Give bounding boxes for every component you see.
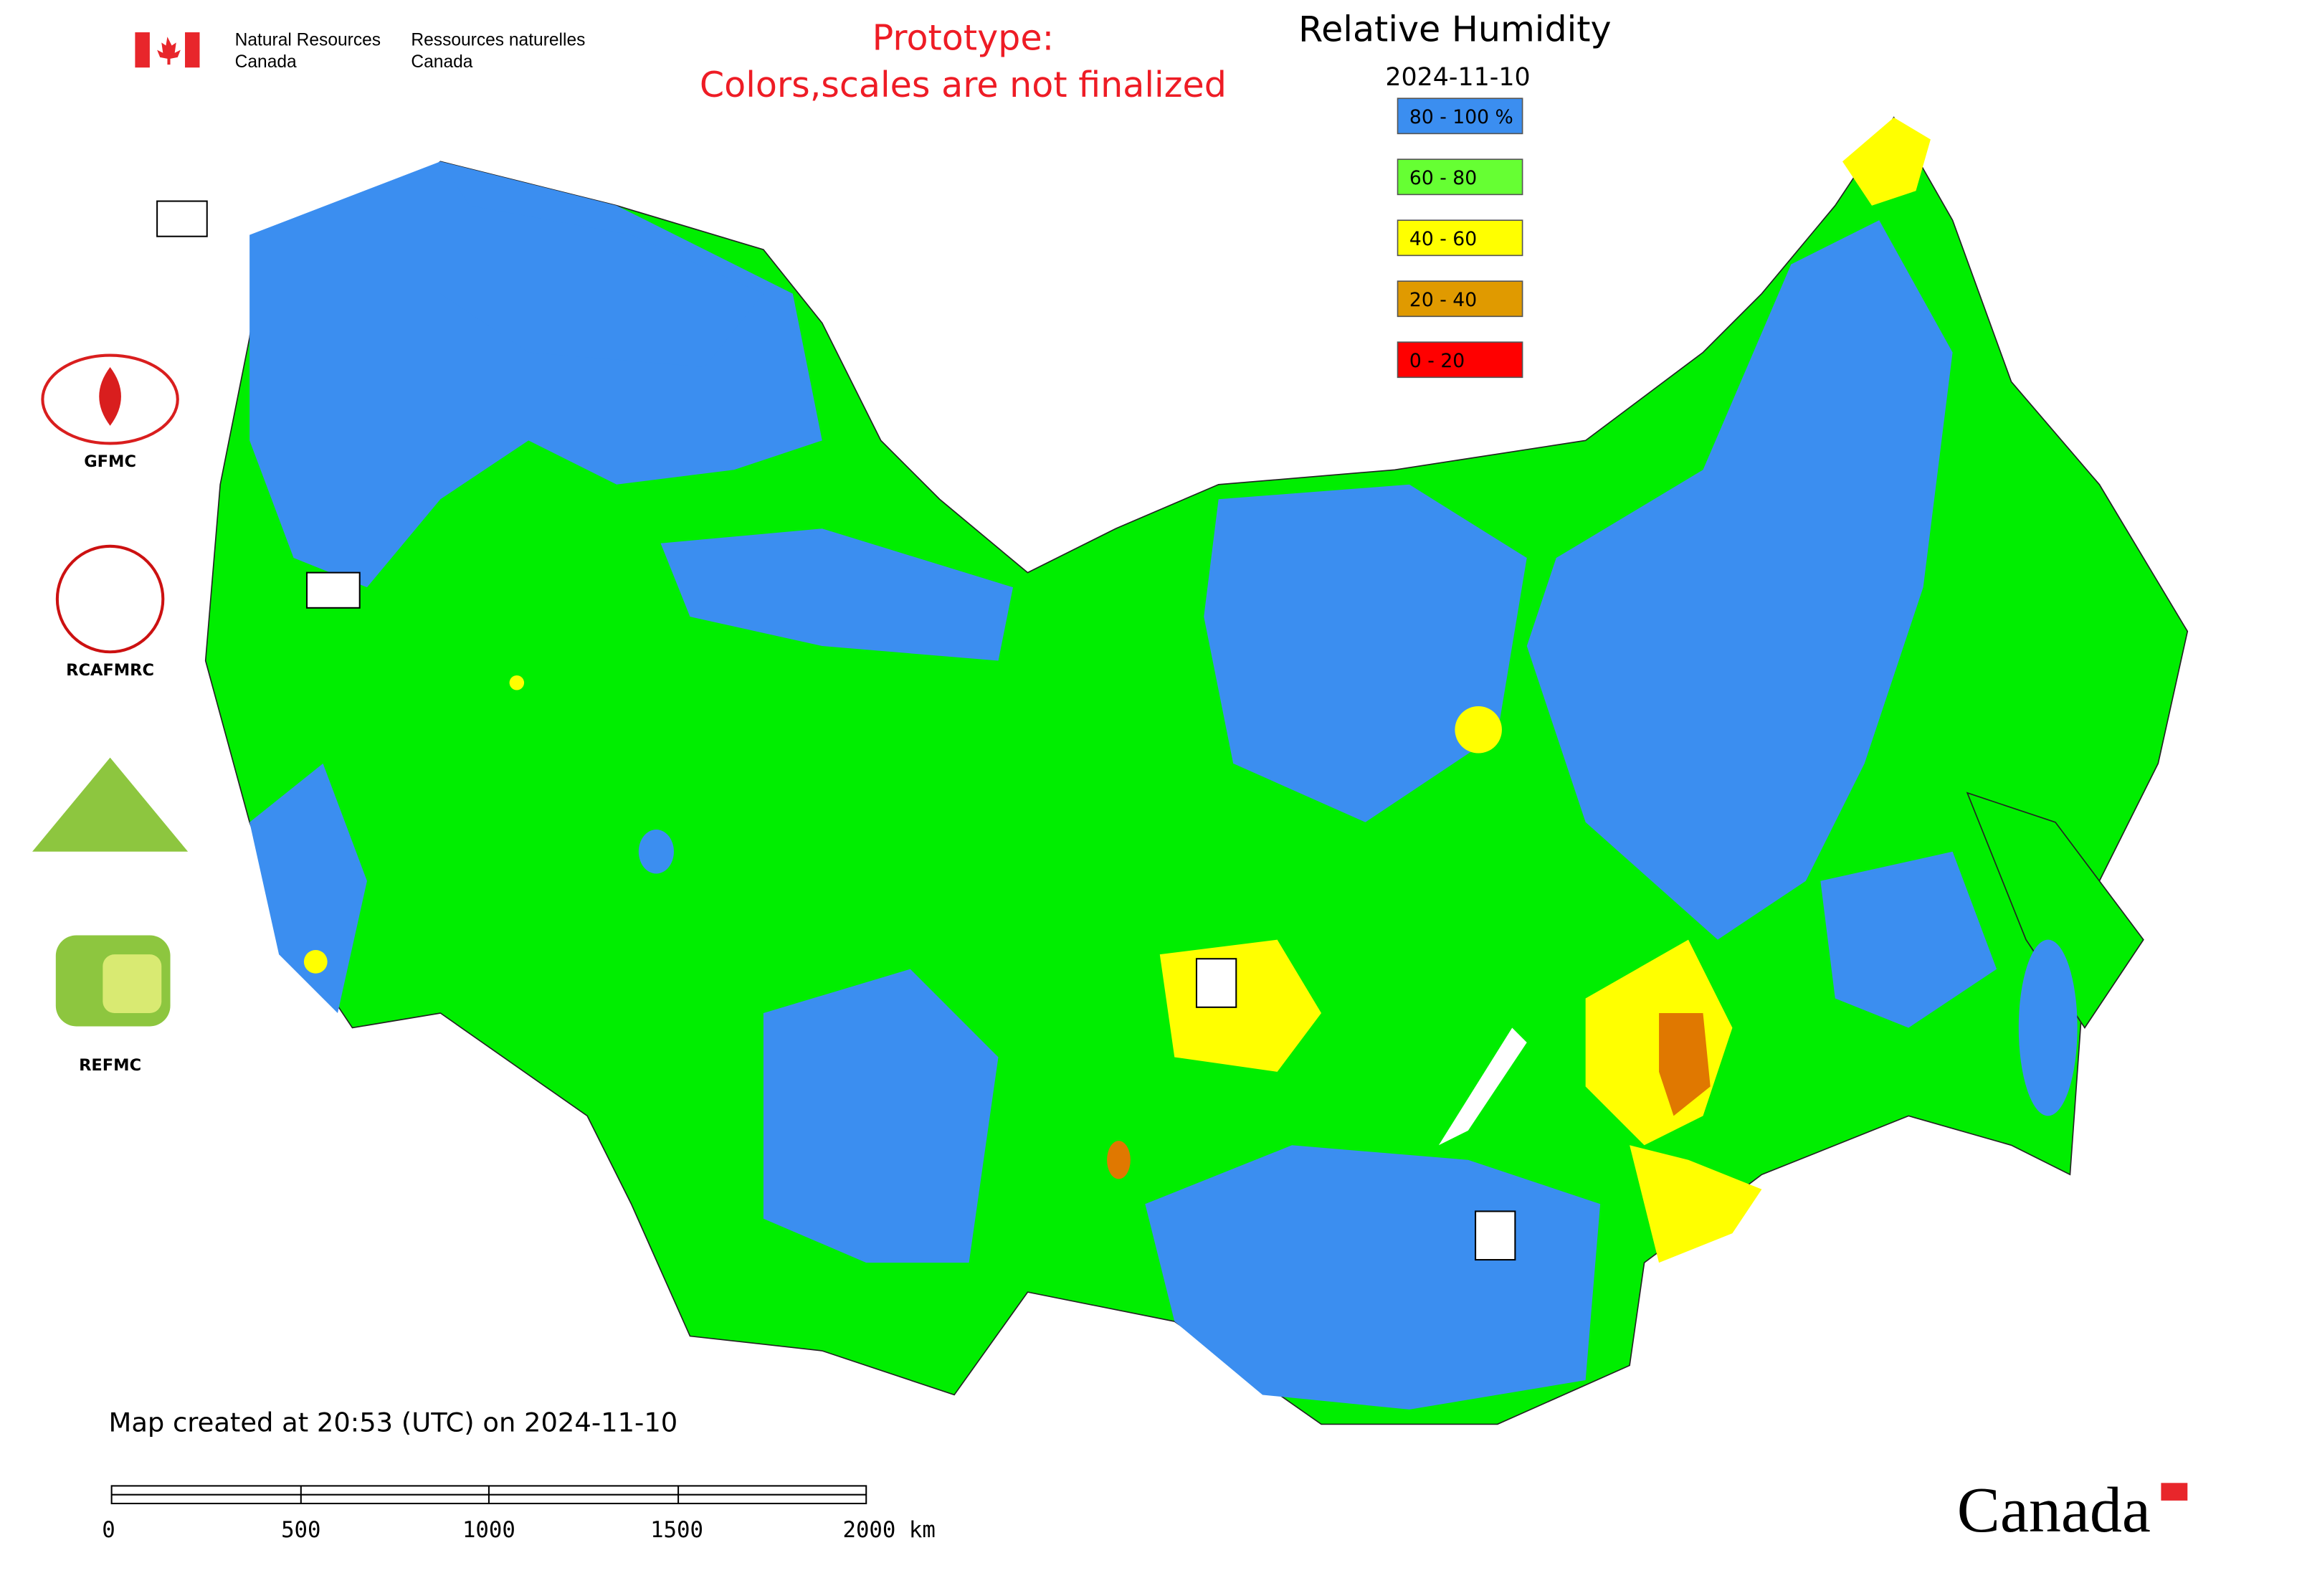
map-title: Relative Humidity xyxy=(1298,8,1611,49)
legend-label: 0 - 20 xyxy=(1409,350,1465,372)
region xyxy=(1526,220,1953,940)
nrcan-signature: Natural Resources Canada Ressources natu… xyxy=(135,30,585,72)
region xyxy=(1145,1145,1601,1410)
logo-label: GFMC xyxy=(84,452,136,471)
logo-refmc-inner xyxy=(103,954,162,1014)
region xyxy=(1455,706,1502,754)
legend-label: 40 - 60 xyxy=(1409,228,1477,250)
dept-en: Natural Resources xyxy=(235,30,381,49)
scale-label: 0 xyxy=(102,1517,115,1543)
partner-logos: GFMC RCAFMRC REFMC xyxy=(32,353,189,1075)
flag-bar xyxy=(135,32,150,68)
region xyxy=(303,949,328,974)
legend-swatch xyxy=(1397,341,1523,379)
region xyxy=(660,528,1014,661)
logo-label: RCAFMRC xyxy=(66,661,154,680)
region xyxy=(1659,1013,1711,1116)
region xyxy=(1842,117,1931,206)
lake-baikal xyxy=(1438,1027,1527,1146)
region xyxy=(440,161,764,367)
map xyxy=(156,116,2189,1425)
logo-reefmc xyxy=(32,757,189,852)
station-marker xyxy=(305,571,361,609)
scale-label: 500 xyxy=(281,1517,320,1543)
scale-label: 2000 km xyxy=(842,1517,935,1543)
logo-gfmc xyxy=(41,353,179,445)
created-note: Map created at 20:53 (UTC) on 2024-11-10 xyxy=(109,1407,678,1438)
humidity-high xyxy=(249,161,2078,1410)
region xyxy=(763,969,999,1263)
region xyxy=(1107,1141,1131,1179)
region xyxy=(638,830,674,874)
humidity-low xyxy=(1107,1013,1711,1179)
legend-label: 20 - 40 xyxy=(1409,289,1477,311)
region xyxy=(1820,851,1997,1028)
dept-en: Canada xyxy=(235,52,297,72)
logo-flame xyxy=(99,366,121,426)
notice: Colors,scales are not finalized xyxy=(700,64,1227,105)
maple-leaf xyxy=(157,37,181,65)
scale-bar: 0 500 1000 1500 2000 km xyxy=(102,1485,936,1543)
logo-label: REFMC xyxy=(79,1056,141,1075)
region xyxy=(1204,484,1527,822)
legend-label: 60 - 80 xyxy=(1409,167,1477,189)
legend: 80 - 100 % 60 - 80 40 - 60 20 - 40 0 - 20 xyxy=(1397,98,1523,379)
region xyxy=(2018,939,2078,1116)
region xyxy=(509,675,525,690)
canada-wordmark: Canada xyxy=(1957,1475,2151,1546)
wordmark-flag xyxy=(2161,1483,2188,1501)
notice: Prototype: xyxy=(872,17,1055,59)
region xyxy=(1630,1145,1762,1263)
legend-swatch xyxy=(1397,280,1523,318)
dept-fr: Canada xyxy=(411,52,472,72)
station-marker xyxy=(1475,1210,1516,1261)
logo-rcafmrc xyxy=(55,544,165,654)
scale-label: 1000 xyxy=(462,1517,515,1543)
map-date: 2024-11-10 xyxy=(1385,63,1530,92)
station-marker xyxy=(1195,958,1237,1008)
legend-label: 80 - 100 % xyxy=(1409,106,1513,128)
legend-swatch xyxy=(1397,219,1523,257)
scale-label: 1500 xyxy=(650,1517,703,1543)
flag-bar xyxy=(185,32,200,68)
dept-fr: Ressources naturelles xyxy=(411,30,585,49)
landmass xyxy=(1966,792,2144,1029)
region xyxy=(249,763,367,1014)
legend-swatch xyxy=(1397,158,1523,196)
legend-swatch xyxy=(1397,98,1523,135)
station-marker xyxy=(156,200,208,237)
